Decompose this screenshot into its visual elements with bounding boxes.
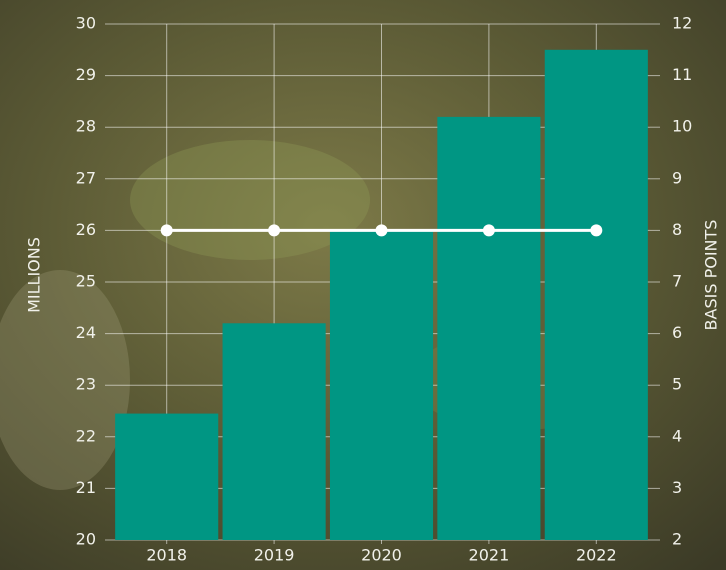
y2-tick-label: 4 bbox=[672, 426, 682, 445]
y-tick-label: 28 bbox=[76, 117, 96, 136]
y2-tick-label: 3 bbox=[672, 478, 682, 497]
bar bbox=[115, 413, 219, 540]
y-tick-label: 22 bbox=[76, 426, 96, 445]
line-point bbox=[160, 224, 173, 237]
y-tick-label: 24 bbox=[76, 323, 96, 342]
y-tick-label: 20 bbox=[76, 530, 96, 549]
bar bbox=[437, 116, 541, 540]
y2-tick-label: 11 bbox=[672, 65, 692, 84]
y2-tick-label: 9 bbox=[672, 168, 682, 187]
x-tick-label: 2021 bbox=[469, 546, 510, 565]
y-tick-label: 26 bbox=[76, 220, 96, 239]
x-tick-label: 2020 bbox=[361, 546, 402, 565]
bar bbox=[222, 323, 326, 540]
y2-tick-label: 6 bbox=[672, 323, 682, 342]
line-point bbox=[268, 224, 281, 237]
line-point bbox=[375, 224, 388, 237]
y-tick-label: 25 bbox=[76, 272, 96, 291]
y2-tick-label: 8 bbox=[672, 220, 682, 239]
y-tick-label: 30 bbox=[76, 14, 96, 33]
y2-tick-label: 7 bbox=[672, 272, 682, 291]
y2-tick-label: 2 bbox=[672, 530, 682, 549]
y-axis-title: MILLIONS bbox=[25, 237, 44, 313]
y-tick-label: 23 bbox=[76, 375, 96, 394]
y2-tick-label: 10 bbox=[672, 117, 692, 136]
x-tick-label: 2019 bbox=[254, 546, 295, 565]
y2-tick-label: 12 bbox=[672, 14, 692, 33]
y-tick-label: 21 bbox=[76, 478, 96, 497]
y2-axis-title: BASIS POINTS bbox=[702, 220, 721, 331]
bar bbox=[329, 230, 434, 540]
y-tick-label: 27 bbox=[76, 168, 96, 187]
y-tick-label: 29 bbox=[76, 65, 96, 84]
x-tick-label: 2022 bbox=[576, 546, 617, 565]
x-tick-label: 2018 bbox=[146, 546, 187, 565]
leaf-decoration bbox=[0, 270, 130, 490]
line-point bbox=[482, 224, 495, 237]
line-point bbox=[590, 224, 603, 237]
y2-tick-label: 5 bbox=[672, 375, 682, 394]
bar bbox=[544, 49, 648, 541]
